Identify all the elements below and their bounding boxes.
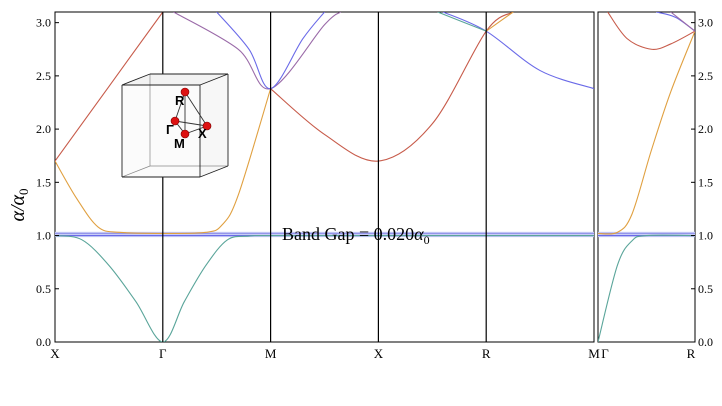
x-tick-label: X (50, 346, 60, 361)
symmetry-point (170, 116, 180, 126)
cube-edge (121, 165, 151, 178)
y-tick-label: 1.5 (36, 175, 51, 189)
flat-band-cluster (598, 231, 695, 238)
symmetry-point-label: M (174, 136, 185, 151)
band-curve (270, 12, 514, 162)
cube-face (122, 85, 200, 177)
y-tick-label: 3.0 (698, 16, 713, 30)
cube-edge (199, 73, 229, 86)
band-curve (485, 12, 514, 32)
band-gap-annotation: Band Gap = 0.020α0 (282, 224, 430, 247)
band-curve (55, 234, 594, 342)
band-curve (598, 234, 695, 342)
brillouin-zone-inset: RΓ XM (121, 73, 229, 178)
x-tick-label: M (265, 346, 277, 361)
x-tick-label: Γ (601, 346, 609, 361)
y-tick-label: 1.5 (698, 175, 713, 189)
y-tick-label: 1.0 (36, 229, 51, 243)
y-tick-label: 2.5 (698, 69, 713, 83)
path-segment (184, 91, 208, 127)
symmetry-point-label: X (198, 126, 207, 141)
y-tick-label: 2.0 (36, 122, 51, 136)
y-tick-label: 3.0 (36, 16, 51, 30)
y-tick-label: 0.0 (698, 335, 713, 349)
symmetry-point (180, 87, 190, 97)
band-curve (55, 88, 272, 235)
cube-face (200, 74, 228, 177)
x-tick-label: M (588, 346, 600, 361)
main-panel-frame (54, 11, 595, 343)
x-tick-label: Γ (159, 346, 167, 361)
x-tick-label: X (374, 346, 384, 361)
band-curve (607, 12, 695, 50)
symmetry-point (202, 121, 212, 131)
band-curve (55, 12, 164, 162)
y-tick-label: 2.5 (36, 69, 51, 83)
symmetry-point (180, 129, 190, 139)
band-curve (437, 12, 487, 32)
path-segment (174, 120, 208, 127)
flat-band-cluster (55, 231, 594, 238)
side-panel-frame (597, 11, 696, 343)
x-tick-label: R (482, 346, 491, 361)
y-tick-label: 1.0 (698, 229, 713, 243)
band-curve (442, 12, 594, 90)
y-axis-label: α/α0 (7, 188, 31, 221)
band-curve (598, 30, 695, 235)
band-curve (656, 12, 695, 32)
cube-edge (121, 73, 151, 86)
cube-face (122, 74, 228, 85)
y-tick-label: 0.5 (36, 282, 51, 296)
y-tick-label: 2.0 (698, 122, 713, 136)
band-curve (670, 12, 695, 32)
symmetry-point-label: R (175, 93, 185, 108)
symmetry-point-label: Γ (166, 122, 174, 137)
y-tick-label: 0.5 (698, 282, 713, 296)
cube-edge (199, 165, 229, 178)
path-segment (174, 91, 186, 122)
x-tick-label: R (687, 346, 696, 361)
y-tick-label: 0.0 (36, 335, 51, 349)
